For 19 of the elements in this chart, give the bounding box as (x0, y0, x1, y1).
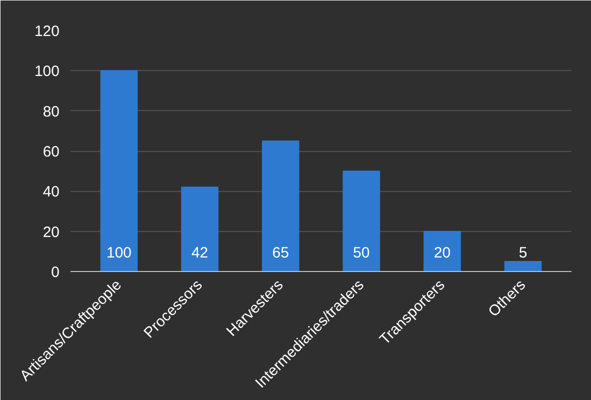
bar (262, 140, 300, 272)
data-label: 50 (353, 244, 370, 262)
bar (100, 70, 138, 272)
data-label: 65 (272, 244, 289, 262)
data-label: 20 (434, 244, 451, 262)
y-tick-label: 0 (51, 264, 60, 281)
bar (181, 186, 218, 272)
y-tick-label: 120 (34, 23, 60, 40)
y-tick-label: 60 (42, 144, 60, 160)
bar (424, 230, 461, 272)
data-label: 100 (106, 244, 132, 262)
y-tick-label: 20 (42, 224, 60, 241)
y-tick-label: 80 (42, 103, 60, 120)
bar (504, 260, 542, 272)
bar (342, 170, 380, 272)
y-tick-label: 100 (34, 63, 60, 80)
y-tick-label: 40 (42, 184, 60, 201)
data-label: 5 (518, 244, 528, 262)
data-label: 42 (191, 244, 208, 262)
